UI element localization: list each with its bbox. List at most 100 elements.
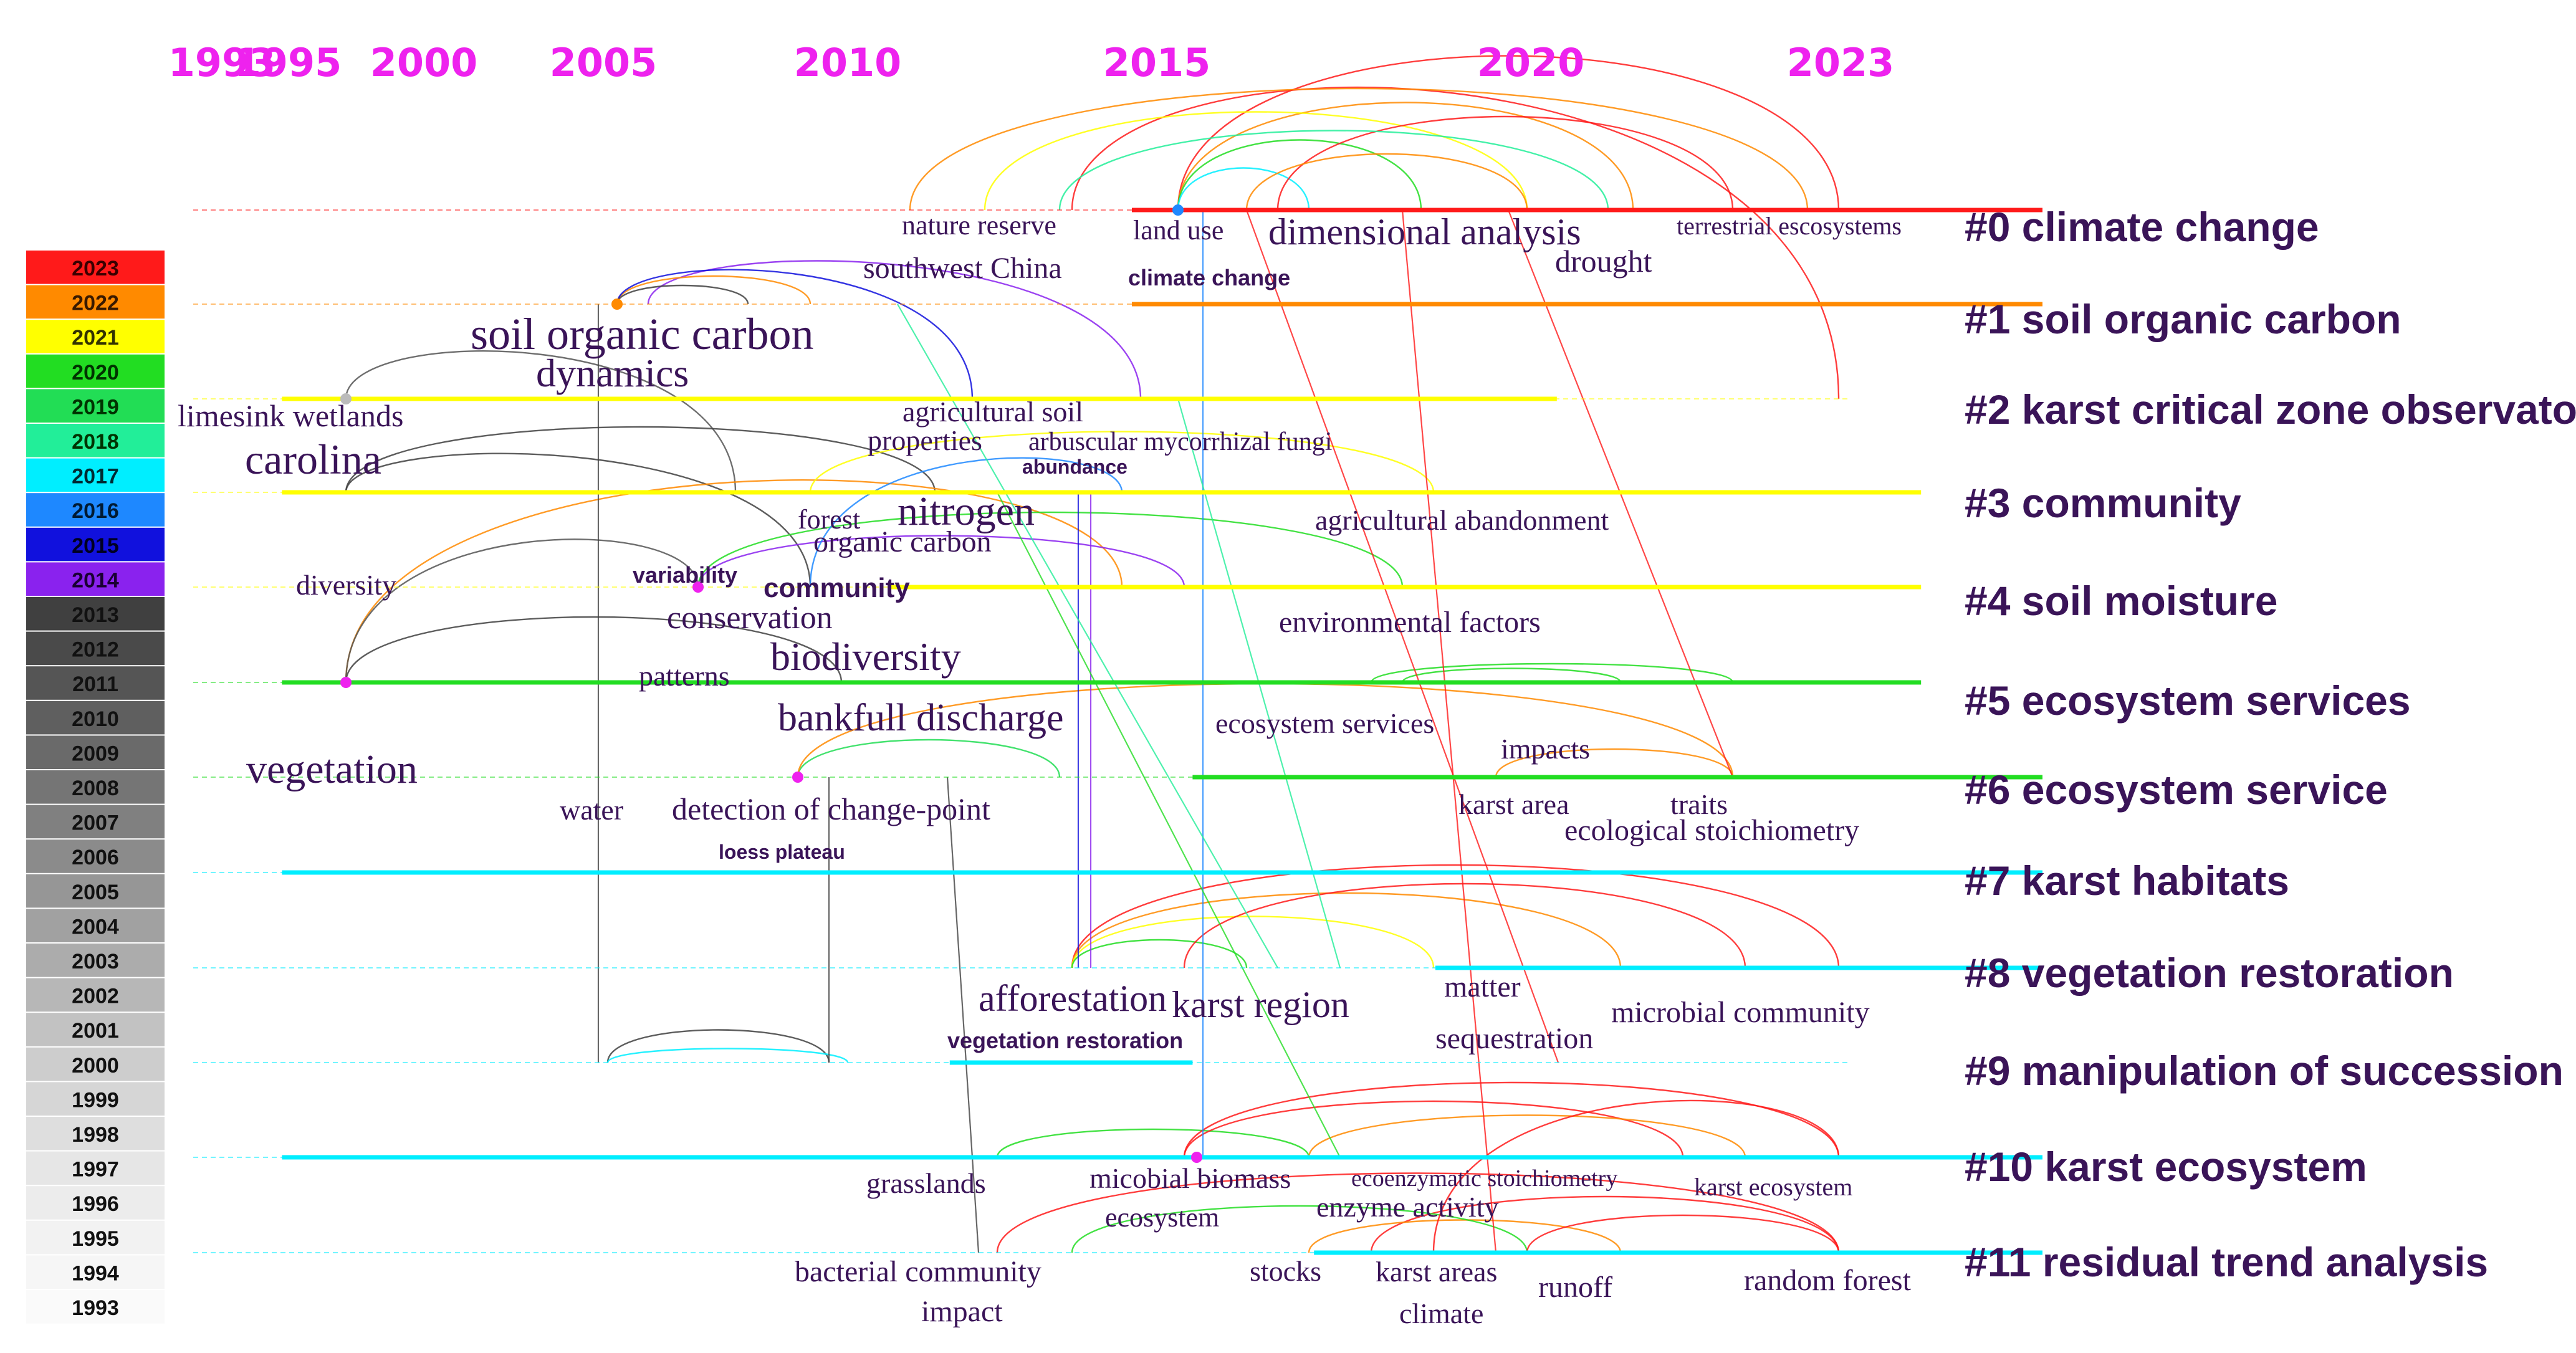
legend-swatch-1994 (26, 1255, 165, 1289)
link-arc (1058, 130, 1609, 211)
legend-year-2020: 2020 (72, 361, 119, 385)
link-arc (1071, 892, 1622, 968)
keyword-drought: drought (1555, 244, 1652, 279)
link-line (897, 304, 1278, 968)
keyword-runoff: runoff (1538, 1271, 1612, 1304)
legend-swatch-2011 (26, 666, 165, 700)
link-arc (1308, 1114, 1746, 1158)
legend-swatch-2008 (26, 770, 165, 804)
link-arc (1401, 667, 1622, 683)
cluster-labels: #0 climate change #1 soil organic carbon #… (1965, 204, 2576, 1285)
legend-swatch-2022 (26, 285, 165, 319)
link-arc (1183, 1081, 1840, 1158)
legend-year-2014: 2014 (72, 568, 119, 592)
keyword-afforestation: afforestation (979, 978, 1167, 1019)
link-arc (616, 275, 812, 305)
cluster-label-8: #8 vegetation restoration (1965, 950, 2454, 996)
legend-year-2011: 2011 (72, 672, 118, 696)
co-occurrence-links (345, 55, 1840, 1253)
legend-swatch-2021 (26, 320, 165, 353)
legend-year-1999: 1999 (72, 1088, 119, 1112)
keyword-southwest-china: southwest China (863, 252, 1062, 285)
keyword-arbuscular-mycorrhizal-fungi: arbuscular mycorrhizal fungi (1028, 428, 1332, 456)
keyword-random-forest: random forest (1744, 1264, 1912, 1297)
legend-swatch-2010 (26, 700, 165, 735)
link-arc (809, 457, 1123, 588)
legend-swatch-2000 (26, 1047, 165, 1081)
keyword-ecosystem-services: ecosystem services (1215, 707, 1434, 739)
cluster-label-3: #3 community (1965, 480, 2241, 526)
keyword-node (1172, 204, 1184, 216)
keyword-matter: matter (1444, 970, 1521, 1003)
legend-year-2015: 2015 (72, 534, 119, 558)
keyword-node (340, 393, 352, 404)
keyword-loess-plateau: loess plateau (719, 841, 845, 863)
link-arc (1177, 139, 1422, 211)
legend-year-2003: 2003 (72, 950, 119, 973)
legend-swatch-1995 (26, 1220, 165, 1255)
cluster-label-9: #9 manipulation of succession (1965, 1048, 2564, 1094)
legend-year-2000: 2000 (72, 1054, 119, 1078)
legend-swatch-2013 (26, 597, 165, 631)
keyword-grasslands: grasslands (866, 1167, 986, 1199)
legend-year-1998: 1998 (72, 1123, 119, 1147)
legend-year-1994: 1994 (72, 1261, 119, 1285)
link-arc (1177, 55, 1840, 211)
keyword-properties: properties (868, 424, 982, 456)
link-arc (984, 111, 1528, 211)
keyword-organic-carbon: organic carbon (813, 525, 992, 558)
link-arc (1177, 167, 1310, 211)
legend-swatch-2017 (26, 458, 165, 492)
axis-year-1993: 1993 (168, 40, 276, 85)
keyword-soil-organic-carbon: soil organic carbon (471, 309, 814, 359)
legend-swatch-1996 (26, 1186, 165, 1220)
link-arc (1183, 1100, 1684, 1158)
axis-year-1995: 1995 (234, 40, 342, 85)
legend-swatch-2004 (26, 909, 165, 942)
link-arc (1071, 916, 1435, 968)
legend-year-2010: 2010 (72, 707, 119, 731)
legend-year-2019: 2019 (72, 395, 119, 419)
keyword-microbial-community: microbial community (1611, 996, 1870, 1029)
link-arc (345, 538, 699, 683)
axis-year-2015: 2015 (1103, 40, 1211, 85)
axis-year-2005: 2005 (550, 40, 658, 85)
keyword-bankfull-discharge: bankfull discharge (778, 697, 1064, 739)
keyword-land-use: land use (1133, 215, 1223, 246)
keyword-enzyme-activity: enzyme activity (1316, 1191, 1499, 1223)
legend-year-2008: 2008 (72, 777, 119, 800)
link-arc (797, 739, 1061, 778)
keyword-stocks: stocks (1250, 1255, 1321, 1287)
legend-year-1993: 1993 (72, 1296, 119, 1320)
legend-swatch-2001 (26, 1013, 165, 1046)
keyword-micobial-biomass: micobial biomass (1089, 1162, 1291, 1194)
link-arc (1071, 1205, 1528, 1253)
keyword-carolina: carolina (245, 436, 381, 483)
keyword-terrestrial-escosystems: terrestrial escosystems (1677, 212, 1902, 240)
keyword-node (692, 581, 704, 593)
link-line (997, 492, 1341, 1158)
keyword-karst-area: karst area (1458, 788, 1569, 820)
axis-year-2010: 2010 (794, 40, 902, 85)
axis-year-2020: 2020 (1477, 40, 1585, 85)
link-arc (1071, 87, 1840, 399)
link-arc (1177, 102, 1634, 211)
legend-year-1996: 1996 (72, 1192, 119, 1216)
link-arc (345, 452, 812, 588)
link-arc (616, 284, 749, 305)
cluster-label-7: #7 karst habitats (1965, 858, 2289, 904)
cluster-label-11: #11 residual trend analysis (1965, 1239, 2488, 1285)
keyword-abundance: abundance (1022, 456, 1128, 478)
legend-swatch-2016 (26, 493, 165, 527)
link-arc (909, 87, 1809, 211)
keyword-node (611, 299, 623, 310)
legend-year-2012: 2012 (72, 638, 119, 662)
keyword-variability: variability (633, 562, 737, 588)
legend-swatch-1998 (26, 1117, 165, 1150)
link-arc (1526, 1214, 1840, 1253)
link-arc (606, 1029, 830, 1063)
keyword-agricultural-soil: agricultural soil (903, 396, 1083, 428)
legend-swatch-1993 (26, 1290, 165, 1324)
link-arc (345, 479, 1123, 683)
link-arc (996, 1172, 1840, 1253)
